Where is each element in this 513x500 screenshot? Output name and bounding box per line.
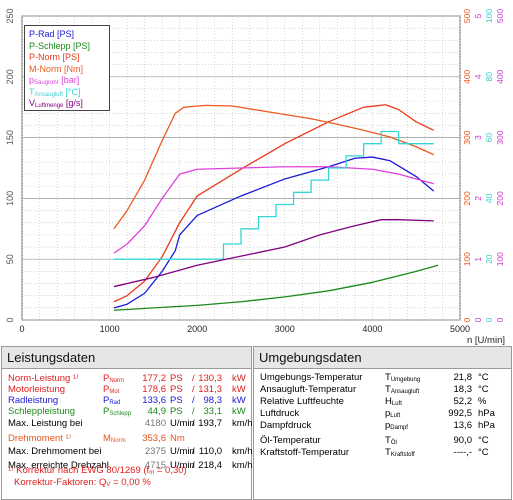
y-tick-label-bar: 3	[473, 135, 483, 140]
umgebung-row: Dampfdruck pDampf 13,6 hPa	[260, 420, 495, 431]
y-tick-label-ps: 100	[5, 191, 15, 206]
series-line	[113, 219, 434, 288]
y-tick-label-temp: 40	[484, 193, 494, 203]
y-tick-label-gs: 200	[495, 191, 505, 205]
y-tick-label-bar: 0	[473, 317, 483, 322]
y-tick-label-nm: 200	[462, 191, 472, 205]
chart-legend: P-Rad [PS] P-Schlepp [PS] P-Norm [PS] M-Nor…	[24, 25, 110, 111]
leistung-row: Drehmoment ¹⁾ MNorm 353,6 Nm	[8, 433, 185, 444]
legend-item: P-Schlepp [PS]	[29, 40, 91, 51]
y-tick-label-gs: 100	[495, 252, 505, 266]
umgebung-row: Ansaugluft-Temperatur TAnsaugluft 18,3 °C	[260, 384, 489, 395]
umgebungsdaten-panel: Umgebungsdaten Umgebungs-Temperatur TUmge…	[253, 346, 512, 500]
y-tick-label-gs: 0	[495, 317, 505, 322]
y-tick-label-gs: 300	[495, 130, 505, 144]
leistung-row: Motorleistung PMot 178,6 PS/131,3 kW	[8, 384, 246, 395]
y-tick-label-ps: 150	[5, 130, 15, 145]
legend-item: P-Rad [PS]	[29, 29, 75, 39]
y-tick-label-bar: 2	[473, 196, 483, 201]
leistung-row: Max. erreichte Drehzahl 4715 U/min/218,4 km…	[8, 460, 253, 471]
y-tick-label-ps: 0	[5, 317, 15, 322]
y-tick-label-temp: 0	[484, 317, 494, 322]
y-tick-label-bar: 1	[473, 257, 483, 262]
y-tick-label-bar: 4	[473, 74, 483, 79]
umgebung-row: Luftdruck pLuft 992,5 hPa	[260, 408, 495, 419]
y-tick-label-nm: 300	[462, 130, 472, 144]
legend-item: pSaugrohr [bar]	[29, 75, 80, 86]
y-tick-label-nm: 400	[462, 69, 472, 83]
y-tick-label-ps: 250	[5, 8, 15, 23]
y-tick-label-temp: 80	[484, 72, 494, 82]
leistung-row: Schleppleistung PSchlepp 44,9 PS/33,1 kW	[8, 406, 246, 417]
x-tick-label: 1000	[100, 324, 120, 334]
x-tick-label: 0	[19, 324, 24, 334]
y-tick-label-gs: 500	[495, 9, 505, 23]
umgebungsdaten-title: Umgebungsdaten	[254, 347, 511, 369]
y-tick-label-temp: 60	[484, 133, 494, 143]
x-tick-label: 2000	[187, 324, 207, 334]
leistung-row: Max. Drehmoment bei 2375 U/min/110,0 km/h	[8, 446, 253, 457]
y-tick-label-temp: 20	[484, 254, 494, 264]
y-tick-label-nm: 500	[462, 9, 472, 23]
x-axis-label: n [U/min]	[467, 335, 505, 345]
leistungsdaten-panel: Leistungsdaten Norm-Leistung ¹⁾ PNorm 177,…	[1, 346, 253, 500]
y-tick-label-ps: 200	[5, 69, 15, 84]
umgebung-row: Öl-Temperatur TÖl 90,0 °C	[260, 435, 489, 446]
y-tick-label-nm: 100	[462, 252, 472, 266]
leistung-row: Norm-Leistung ¹⁾ PNorm 177,2 PS/130,3 kW	[8, 373, 246, 384]
x-tick-label: 4000	[362, 324, 382, 334]
y-tick-label-ps: 50	[5, 254, 15, 264]
x-tick-label: 5000	[450, 324, 470, 334]
leistungsdaten-title: Leistungsdaten	[2, 347, 251, 369]
y-tick-label-gs: 400	[495, 69, 505, 83]
legend-item: P-Norm [PS]	[29, 52, 80, 62]
y-tick-label-nm: 0	[462, 317, 472, 322]
series-line	[113, 130, 434, 260]
leistung-row: Radleistung PRad 133,6 PS/98,3 kW	[8, 395, 246, 406]
series-line	[113, 104, 434, 230]
umgebung-row: Kraftstoff-Temperatur TKraftstoff ----,- °C	[260, 447, 489, 458]
x-tick-label: 3000	[275, 324, 295, 334]
y-tick-label-bar: 5	[473, 13, 483, 18]
legend-item: TAnsaugluft [°C]	[29, 86, 81, 98]
legend-item: M-Norm [Nm]	[29, 63, 83, 74]
umgebung-row: Relative Luftfeuchte HLuft 52,2%	[260, 396, 487, 407]
leistung-row: Max. Leistung bei 4180 U/min/193,7 km/h	[8, 418, 253, 429]
y-tick-label-temp: 100	[484, 9, 494, 23]
umgebung-row: Umgebungs-Temperatur TUmgebung 21,8 °C	[260, 372, 489, 383]
series-line	[113, 104, 435, 303]
legend-item: VLuftmenge [g/s]	[29, 98, 83, 109]
